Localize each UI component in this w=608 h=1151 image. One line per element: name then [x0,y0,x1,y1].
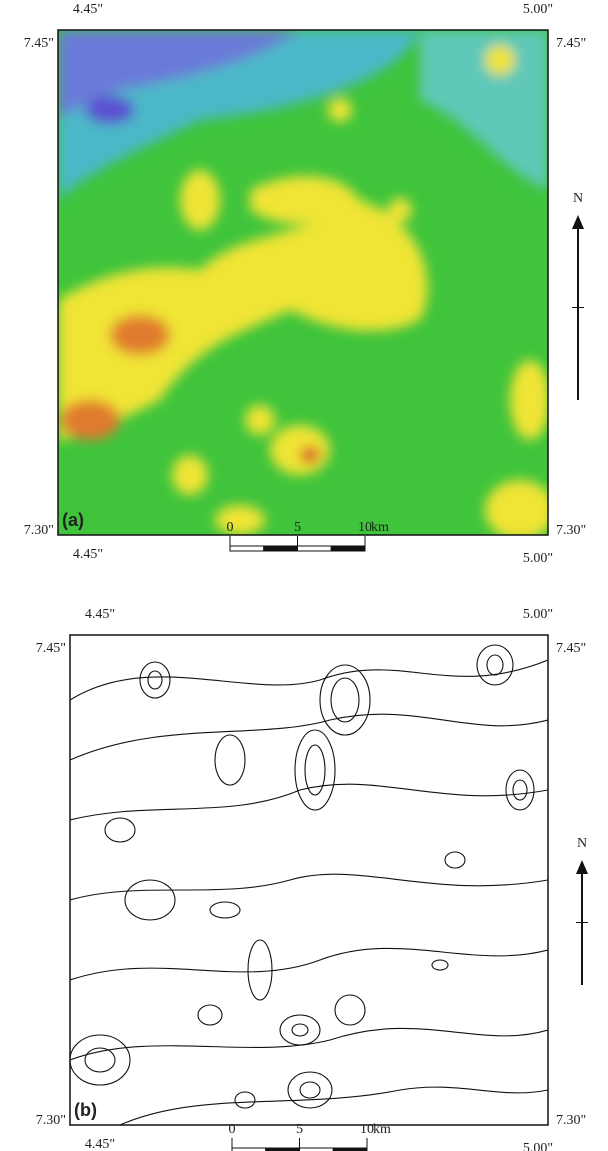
coord-label: 5.00" [523,551,553,566]
scale-segment [298,546,332,551]
coord-label: 7.45" [556,641,586,656]
scale-unit: km [371,520,389,535]
color-map [58,30,555,540]
coord-label: 7.30" [24,523,54,538]
figure: 4.45" 5.00" 7.45" 7.45" 7.30" 7.30" 4.45" 5.00"… [0,0,608,1151]
panel-label: (a) [62,510,84,530]
scale-label: 10 [358,520,372,535]
coord-label: 4.45" [85,1137,115,1151]
scale-label: 10 [360,1122,374,1137]
scale-label: 5 [296,1122,303,1137]
coord-label: 4.45" [73,2,103,17]
north-label: N [573,191,583,206]
north-arrowhead [576,860,588,874]
coord-label: 7.30" [36,1113,66,1128]
scale-segment [264,546,298,551]
north-arrowhead [572,215,584,229]
north-label: N [577,836,587,851]
scale-label: 0 [229,1122,236,1137]
contour-map [70,645,548,1125]
coord-label: 7.45" [24,36,54,51]
scale-unit: km [373,1122,391,1137]
coord-label: 5.00" [523,607,553,622]
coord-label: 7.45" [36,641,66,656]
scale-label: 0 [227,520,234,535]
scale-label: 5 [294,520,301,535]
coord-label: 7.30" [556,523,586,538]
panel-label: (b) [74,1100,97,1120]
coord-label: 4.45" [85,607,115,622]
coord-label: 5.00" [523,2,553,17]
scale-segment [331,546,365,551]
coord-label: 5.00" [523,1141,553,1151]
map-frame [70,635,548,1125]
scale-segment [230,546,264,551]
coord-label: 7.45" [556,36,586,51]
coord-label: 7.30" [556,1113,586,1128]
coord-label: 4.45" [73,547,103,562]
